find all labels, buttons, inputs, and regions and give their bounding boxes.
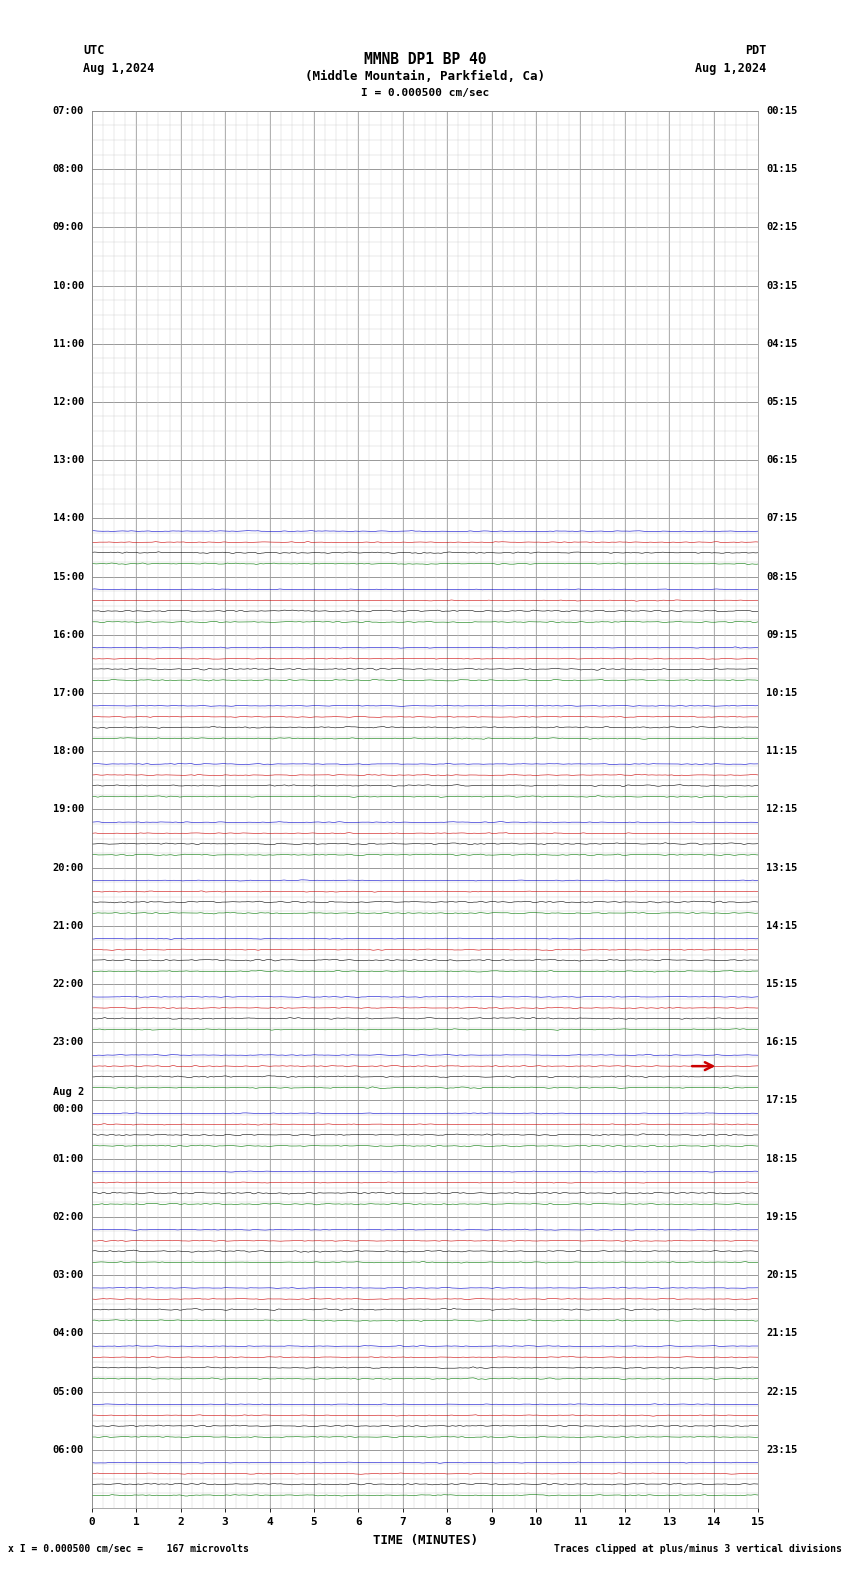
Text: 14:15: 14:15 xyxy=(766,920,797,931)
Text: 06:15: 06:15 xyxy=(766,455,797,466)
Text: 07:00: 07:00 xyxy=(53,106,84,116)
Text: 00:00: 00:00 xyxy=(53,1104,84,1114)
Text: 01:00: 01:00 xyxy=(53,1153,84,1164)
Text: 03:00: 03:00 xyxy=(53,1270,84,1280)
Text: 10:00: 10:00 xyxy=(53,280,84,290)
Text: 22:15: 22:15 xyxy=(766,1386,797,1397)
Text: 20:00: 20:00 xyxy=(53,863,84,873)
Text: 09:00: 09:00 xyxy=(53,222,84,233)
Text: Traces clipped at plus/minus 3 vertical divisions: Traces clipped at plus/minus 3 vertical … xyxy=(553,1544,842,1554)
Text: 05:00: 05:00 xyxy=(53,1386,84,1397)
Text: 19:15: 19:15 xyxy=(766,1212,797,1221)
Text: 18:15: 18:15 xyxy=(766,1153,797,1164)
Text: 04:15: 04:15 xyxy=(766,339,797,348)
Text: 13:00: 13:00 xyxy=(53,455,84,466)
Text: 11:00: 11:00 xyxy=(53,339,84,348)
Text: Aug 1,2024: Aug 1,2024 xyxy=(695,62,767,74)
Text: PDT: PDT xyxy=(745,44,767,57)
Text: MMNB DP1 BP 40: MMNB DP1 BP 40 xyxy=(364,52,486,67)
Text: 19:00: 19:00 xyxy=(53,805,84,814)
Text: 15:00: 15:00 xyxy=(53,572,84,581)
Text: 08:15: 08:15 xyxy=(766,572,797,581)
Text: 16:15: 16:15 xyxy=(766,1038,797,1047)
Text: 09:15: 09:15 xyxy=(766,630,797,640)
Text: 21:00: 21:00 xyxy=(53,920,84,931)
Text: 15:15: 15:15 xyxy=(766,979,797,988)
Text: 13:15: 13:15 xyxy=(766,863,797,873)
Text: 01:15: 01:15 xyxy=(766,165,797,174)
Text: 18:00: 18:00 xyxy=(53,746,84,756)
Text: 07:15: 07:15 xyxy=(766,513,797,523)
Text: 17:00: 17:00 xyxy=(53,687,84,699)
Text: 23:15: 23:15 xyxy=(766,1445,797,1454)
Text: 02:00: 02:00 xyxy=(53,1212,84,1221)
Text: I = 0.000500 cm/sec: I = 0.000500 cm/sec xyxy=(361,87,489,98)
Text: 02:15: 02:15 xyxy=(766,222,797,233)
Text: 23:00: 23:00 xyxy=(53,1038,84,1047)
Text: 17:15: 17:15 xyxy=(766,1096,797,1106)
Text: (Middle Mountain, Parkfield, Ca): (Middle Mountain, Parkfield, Ca) xyxy=(305,70,545,82)
Text: 14:00: 14:00 xyxy=(53,513,84,523)
Text: Aug 1,2024: Aug 1,2024 xyxy=(83,62,155,74)
Text: x I = 0.000500 cm/sec =    167 microvolts: x I = 0.000500 cm/sec = 167 microvolts xyxy=(8,1544,249,1554)
Text: 00:15: 00:15 xyxy=(766,106,797,116)
Text: 10:15: 10:15 xyxy=(766,687,797,699)
X-axis label: TIME (MINUTES): TIME (MINUTES) xyxy=(372,1533,478,1548)
Text: 20:15: 20:15 xyxy=(766,1270,797,1280)
Text: 03:15: 03:15 xyxy=(766,280,797,290)
Text: Aug 2: Aug 2 xyxy=(53,1087,84,1096)
Text: 21:15: 21:15 xyxy=(766,1329,797,1338)
Text: 16:00: 16:00 xyxy=(53,630,84,640)
Text: 04:00: 04:00 xyxy=(53,1329,84,1338)
Text: 08:00: 08:00 xyxy=(53,165,84,174)
Text: UTC: UTC xyxy=(83,44,105,57)
Text: 05:15: 05:15 xyxy=(766,398,797,407)
Text: 06:00: 06:00 xyxy=(53,1445,84,1454)
Text: 12:00: 12:00 xyxy=(53,398,84,407)
Text: 11:15: 11:15 xyxy=(766,746,797,756)
Text: 22:00: 22:00 xyxy=(53,979,84,988)
Text: 12:15: 12:15 xyxy=(766,805,797,814)
